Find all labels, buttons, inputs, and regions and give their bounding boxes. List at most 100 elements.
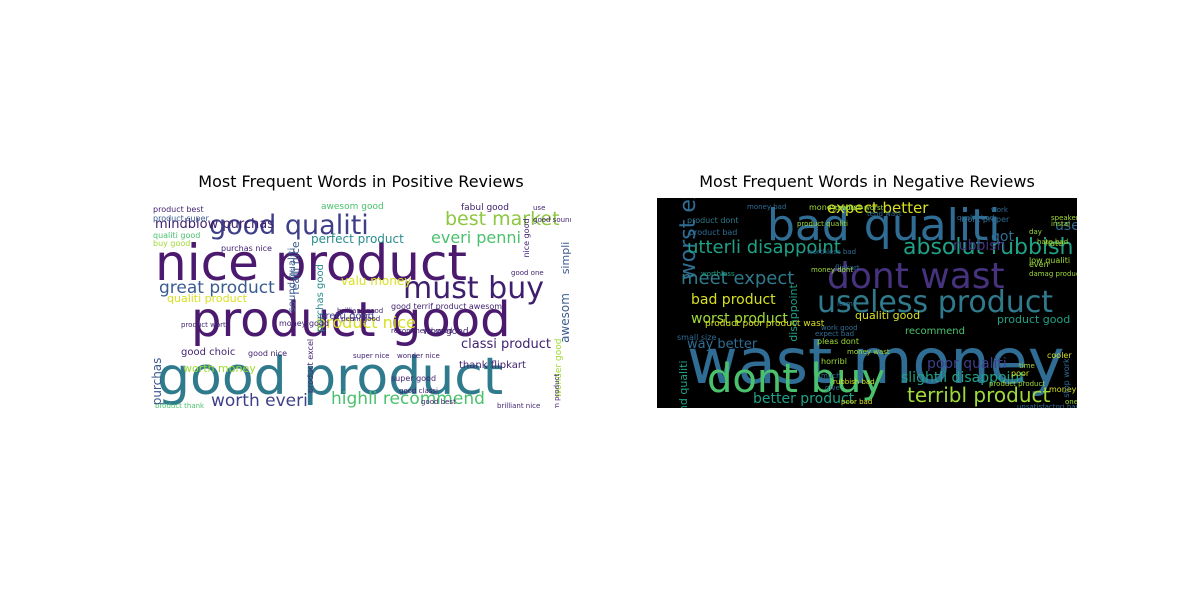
negative-cloud-word: utterli disappoint (687, 237, 841, 258)
positive-cloud-word: good one (511, 269, 544, 277)
positive-cloud-word: super nice (353, 352, 389, 360)
negative-cloud-word: money bad (747, 203, 786, 211)
negative-cloud-word: product qualiti (797, 220, 848, 228)
positive-cloud-word: awesom product (553, 374, 561, 408)
positive-cloud-word: terrif purchas (151, 358, 164, 408)
negative-cloud-word: product worst (835, 204, 884, 212)
positive-cloud-word: mindblow purchas (155, 217, 274, 232)
positive-cloud-word: good qualiti (209, 210, 369, 241)
positive-cloud-word: perfect product (311, 232, 404, 246)
negative-cloud-word: cooler (1047, 351, 1072, 360)
positive-cloud-background (151, 198, 571, 408)
positive-cloud-word: product worth (181, 321, 230, 329)
positive-cloud-word: product nice (316, 313, 416, 332)
positive-cloud-word: worth everi (211, 391, 308, 408)
negative-cloud-word: money worst (809, 203, 861, 212)
negative-cloud-word: slightli disappoint (901, 370, 1025, 386)
negative-cloud-word: work proper (961, 215, 1010, 224)
negative-cloud-word: terribl product (907, 383, 1050, 407)
positive-cloud-word: good product (157, 347, 503, 407)
negative-cloud-word: bad qualiti (767, 200, 1001, 251)
negative-cloud-word: pleas dont (817, 337, 859, 346)
negative-cloud-word: expect bad (815, 330, 854, 338)
negative-cloud-word: item (837, 300, 853, 308)
negative-cloud-word: much (821, 372, 841, 380)
negative-cloud-word: time (1019, 362, 1035, 370)
positive-cloud-word: awesom (558, 293, 571, 343)
positive-cloud-word: worth money (183, 362, 256, 375)
negative-cloud-word: even (1029, 260, 1049, 269)
negative-cloud-word: way better (687, 337, 758, 352)
negative-cloud-word: damag product (1029, 270, 1077, 278)
negative-cloud-word: useless product (817, 285, 1053, 320)
negative-cloud-word: recommend (905, 326, 965, 337)
positive-cloud-word: great product (159, 278, 275, 298)
negative-cloud-word: qualiti good (855, 309, 920, 322)
negative-cloud-word: day (1029, 228, 1042, 236)
negative-cloud-word: meet expect (681, 268, 794, 289)
negative-cloud-word: poor qualiti (927, 356, 1007, 372)
positive-cloud-word: qualiti good (153, 231, 200, 240)
positive-cloud-word: product best (153, 205, 204, 214)
negative-cloud-word: product product (989, 380, 1045, 388)
positive-cloud-word: good sound (533, 216, 571, 224)
negative-cloud-word: speaker (1051, 214, 1077, 222)
positive-cloud-word: everi penni (431, 228, 521, 247)
negative-cloud-word: worst product (691, 311, 788, 327)
negative-cloud-word: poor bad (841, 398, 872, 406)
negative-cloud-word: use (1055, 218, 1077, 234)
positive-cloud-word: best market (445, 208, 560, 230)
positive-cloud-word: classi product (461, 337, 551, 352)
negative-cloud-word: horribl (821, 357, 847, 366)
positive-cloud-word: highli recommend (331, 389, 485, 408)
positive-cloud-word: good terrif product awesom (391, 302, 502, 311)
positive-cloud-word: product super (153, 214, 210, 223)
positive-cloud-word: product thank (155, 402, 205, 408)
positive-cloud-word: good choic (181, 347, 235, 358)
negative-cloud-word: product poor product wast (705, 319, 825, 329)
negative-cloud-word: qualiti bad (957, 214, 994, 222)
positive-cloud-word: recommend good (391, 327, 453, 335)
positive-cloud-word: nice good (522, 218, 531, 257)
negative-cloud-word: poor (1011, 369, 1030, 378)
positive-cloud-word: must buy (403, 271, 544, 306)
negative-cloud-word: dont wast (827, 256, 1005, 297)
negative-cloud-word: low qualiti (1029, 256, 1070, 265)
positive-cloud-word: purchas good (315, 264, 326, 332)
negative-cloud-word: flipkart (835, 264, 860, 272)
positive-cloud-word: product good (191, 292, 511, 348)
negative-cloud-word: disappoint (787, 284, 800, 342)
positive-cloud-word: good nice (248, 349, 287, 358)
negative-cloud-word: one (1065, 398, 1077, 406)
positive-cloud-word: brilliant nice (497, 402, 540, 408)
positive-cloud-word: nice product (155, 234, 467, 292)
negative-cloud-word: money wast (847, 348, 890, 356)
negative-cloud-title: Most Frequent Words in Negative Reviews (699, 172, 1035, 191)
positive-cloud-word: good best (421, 398, 456, 406)
negative-cloud-word: tend wast (867, 210, 902, 218)
positive-cloud-word: thank flipkart (459, 360, 526, 371)
negative-cloud-word: hate bad (1037, 238, 1068, 246)
positive-cloud-word: super good (391, 374, 436, 383)
negative-cloud-word: worthless bad (807, 248, 856, 256)
negative-cloud-word: work good (821, 324, 858, 332)
negative-cloud-word: better product (753, 391, 855, 407)
positive-cloud-word: wow good (423, 327, 469, 337)
negative-cloud-word: rubbish bad (833, 378, 875, 386)
negative-cloud-word: sound qualiti (677, 360, 690, 408)
positive-cloud-word: penni good (341, 315, 380, 323)
positive-cloud-word: simpli (559, 242, 571, 275)
positive-cloud-word: valu money (341, 274, 411, 288)
positive-cloud-word: wonder good (554, 339, 564, 398)
positive-cloud-word: realli nice (289, 241, 302, 295)
negative-cloud-word: stop work (1062, 358, 1071, 398)
negative-cloud-word: product good (997, 313, 1070, 326)
positive-cloud-word: buy good (153, 239, 190, 248)
negative-cloud-word: dont buy (707, 356, 885, 402)
negative-cloud-word: worthless (701, 270, 735, 278)
positive-word-cloud: good product nice product product good must… (150, 198, 574, 438)
negative-cloud-word: product bad (689, 228, 737, 237)
negative-cloud-word: absolut rubbish (903, 235, 1073, 260)
negative-cloud-word: unsatisfactori bad (1017, 403, 1077, 408)
